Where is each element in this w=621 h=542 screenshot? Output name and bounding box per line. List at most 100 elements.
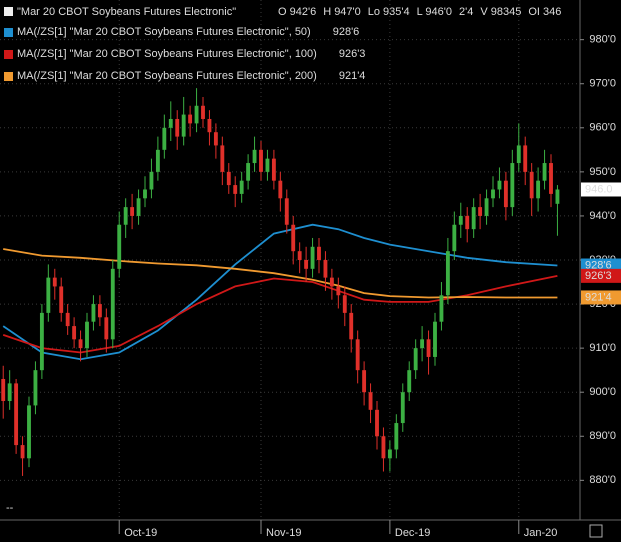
candle-body [439, 295, 444, 322]
candle-body [117, 224, 122, 269]
candle-body [433, 321, 437, 357]
candle-body [542, 163, 547, 181]
y-tick-label: 950'0 [589, 166, 616, 178]
candle-body [65, 312, 70, 327]
candle-body [14, 383, 19, 446]
candle-body [72, 326, 77, 340]
price-tag [581, 290, 621, 305]
legend-label: MA(/ZS[1] "Mar 20 CBOT Soybeans Futures … [17, 70, 317, 82]
legend-swatch [4, 50, 13, 59]
candle-body [136, 198, 141, 216]
candle-body [394, 423, 399, 450]
quote-field: OI 346 [528, 6, 561, 18]
candle-body [323, 260, 328, 278]
candle-body [46, 277, 51, 313]
candle-body [400, 392, 405, 424]
candle-body [27, 405, 31, 459]
quote-field: V 98345 [480, 6, 521, 18]
y-tick-label: 940'0 [589, 210, 616, 222]
candle-body [278, 180, 283, 199]
symbol-swatch [4, 7, 13, 16]
candle-body [175, 118, 180, 137]
price-tag [581, 268, 621, 283]
legend-label: MA(/ZS[1] "Mar 20 CBOT Soybeans Futures … [17, 26, 311, 38]
candle-body [445, 251, 450, 296]
zoom-icon[interactable] [589, 524, 603, 538]
y-tick-label: 890'0 [589, 430, 616, 442]
candle-body [233, 185, 238, 194]
candle-body [246, 163, 251, 181]
ma-line [3, 248, 558, 299]
legend-swatch [4, 28, 13, 37]
y-tick-label: 980'0 [589, 34, 616, 46]
candle-body [181, 114, 186, 137]
candle-body [484, 198, 489, 216]
candle-body [375, 409, 379, 437]
legend-value: 928'6 [333, 26, 360, 38]
candle-body [516, 145, 521, 164]
candle-body [529, 171, 534, 199]
candle-body [123, 207, 128, 225]
x-tick-label: Dec-19 [395, 527, 430, 539]
candle-body [291, 224, 296, 252]
candle-body [188, 114, 193, 124]
candle-body [85, 321, 89, 349]
y-tick-label: 970'0 [589, 78, 616, 90]
candle-body [413, 348, 418, 371]
quote-field: Lo 935'4 [368, 6, 410, 18]
candle-body [194, 105, 199, 124]
legend-swatch [4, 72, 13, 81]
candle-body [387, 449, 392, 459]
candle-body [362, 370, 367, 393]
price-tag-label: 921'4 [585, 291, 612, 303]
candle-body [265, 158, 270, 172]
candle-body [465, 215, 470, 230]
last-price-label: 946.0 [585, 183, 613, 195]
y-tick-label: 910'0 [589, 342, 616, 354]
quote-field: 2'4 [459, 6, 473, 18]
candle-body [555, 189, 560, 204]
legend-label: MA(/ZS[1] "Mar 20 CBOT Soybeans Futures … [17, 48, 317, 60]
candle-body [355, 339, 360, 371]
candle-body [349, 312, 354, 340]
candle-body [407, 370, 412, 393]
candle-body [91, 304, 96, 322]
y-tick-label: 960'0 [589, 122, 616, 134]
price-tag-label: 928'6 [585, 259, 612, 271]
candle-body [329, 277, 334, 287]
price-tag-label: 926'3 [585, 270, 612, 282]
candle-body [536, 180, 541, 199]
candle-body [59, 286, 64, 313]
candle-body [284, 198, 289, 225]
candle-body [297, 251, 302, 260]
legend-value: 921'4 [339, 70, 366, 82]
candle-body [155, 149, 160, 172]
candle-body [104, 317, 109, 340]
candle-body [39, 312, 44, 371]
header: "Mar 20 CBOT Soybeans Futures Electronic… [4, 6, 561, 82]
candle-body [220, 145, 225, 172]
y-tick-label: 880'0 [589, 474, 616, 486]
x-tick-label: Jan-20 [524, 527, 558, 539]
candle-body [252, 149, 257, 164]
symbol-title: "Mar 20 CBOT Soybeans Futures Electronic… [17, 6, 236, 18]
candle-body [239, 180, 244, 194]
candle-body [549, 163, 553, 194]
candle-body [110, 268, 115, 340]
candle-body [342, 295, 347, 313]
candle-body [368, 392, 373, 410]
candle-body [497, 180, 502, 190]
candle-body [452, 224, 457, 252]
candle-body [478, 207, 483, 216]
candle-body [201, 105, 205, 119]
candle-body [33, 370, 38, 406]
candle-body [259, 149, 263, 172]
candle-body [271, 158, 276, 181]
candle-body [207, 118, 212, 133]
candle-body [420, 339, 425, 349]
candle-body [226, 171, 231, 186]
candle-body [149, 171, 154, 190]
candle-body [20, 445, 25, 459]
